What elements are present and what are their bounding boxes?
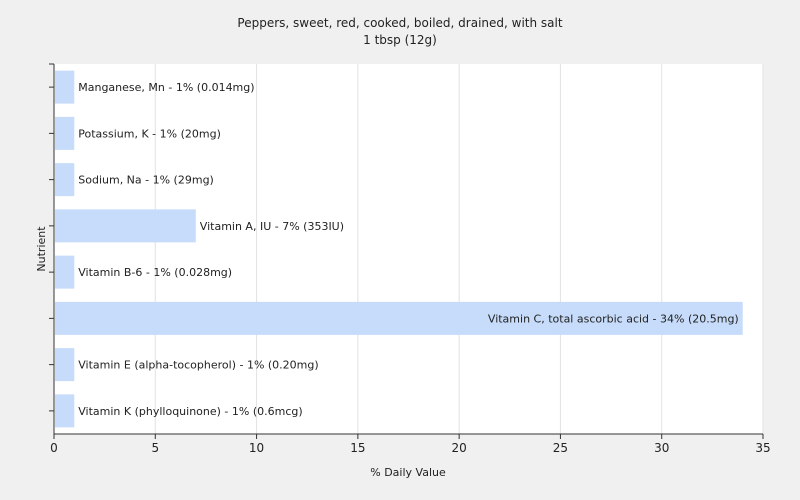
x-tick-label: 30: [654, 441, 669, 455]
bar: [55, 116, 75, 150]
x-tick-label: 20: [452, 441, 467, 455]
bar-label: Vitamin B-6 - 1% (0.028mg): [78, 266, 232, 279]
x-tick-label: 15: [350, 441, 365, 455]
x-axis-label: % Daily Value: [370, 466, 446, 479]
y-axis-label: Nutrient: [35, 226, 48, 272]
x-tick-label: 25: [553, 441, 568, 455]
bars: Manganese, Mn - 1% (0.014mg) Potassium, K…: [55, 70, 743, 428]
x-tick-label: 5: [151, 441, 159, 455]
x-tick-label: 10: [249, 441, 264, 455]
axes: 0 5 10 15 20 25 30 35: [49, 63, 771, 455]
grid-lines: [154, 64, 764, 434]
bar: [55, 394, 75, 428]
bar: [55, 209, 196, 243]
bar: [55, 348, 75, 382]
bar: [55, 301, 743, 335]
bar-label: Potassium, K - 1% (20mg): [78, 127, 221, 140]
bar-label: Vitamin C, total ascorbic acid - 34% (20…: [488, 312, 739, 325]
bar: [55, 70, 75, 104]
bar-label: Vitamin K (phylloquinone) - 1% (0.6mcg): [78, 405, 302, 418]
plot-area: [54, 64, 763, 434]
x-tick-label: 35: [755, 441, 770, 455]
chart-title: Peppers, sweet, red, cooked, boiled, dra…: [237, 16, 562, 30]
bar: [55, 163, 75, 197]
bar-label: Vitamin E (alpha-tocopherol) - 1% (0.20m…: [78, 359, 318, 372]
chart-subtitle: 1 tbsp (12g): [363, 33, 437, 47]
bar-label: Sodium, Na - 1% (29mg): [78, 174, 214, 187]
x-tick-label: 0: [50, 441, 58, 455]
bar-label: Vitamin A, IU - 7% (353IU): [200, 220, 344, 233]
bar: [55, 255, 75, 289]
bar-label: Manganese, Mn - 1% (0.014mg): [78, 81, 254, 94]
